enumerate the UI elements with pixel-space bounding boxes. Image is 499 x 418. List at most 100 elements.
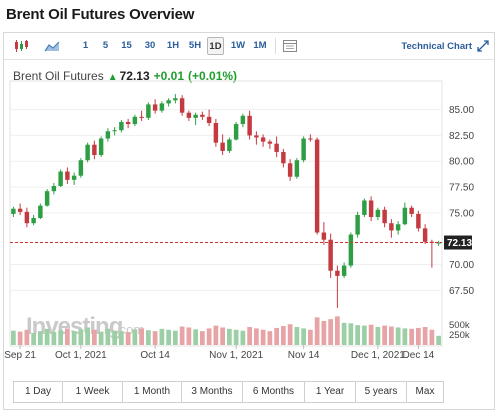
candle-body [341, 265, 347, 276]
volume-bar [78, 329, 84, 345]
candle-body [11, 208, 16, 214]
candle-body [308, 138, 313, 140]
candle-body [173, 98, 178, 101]
volume-bar [38, 331, 43, 345]
volume-bar [98, 331, 104, 345]
range-1-month[interactable]: 1 Month [123, 382, 182, 402]
volume-bar [139, 328, 144, 345]
volume-bar [429, 329, 435, 345]
indicator-panel-icon[interactable] [282, 39, 298, 53]
interval-5[interactable]: 5 [102, 40, 109, 51]
candle-body [254, 135, 259, 138]
volume-bar [267, 331, 273, 345]
volume-bar [308, 329, 313, 345]
price-chart[interactable]: 85.0082.5080.0077.5075.0070.0067.50Inves… [4, 33, 494, 378]
volume-bar [51, 332, 57, 345]
range-1-day[interactable]: 1 Day [14, 382, 63, 402]
candle-body [382, 209, 387, 224]
range-max[interactable]: Max [407, 382, 443, 402]
volume-bar [200, 331, 205, 345]
candle-body [146, 104, 151, 118]
volume-bar [436, 335, 441, 345]
volume-bar [281, 326, 286, 345]
expand-icon[interactable] [477, 40, 489, 52]
interval-30[interactable]: 30 [144, 40, 156, 51]
volume-bar [341, 322, 347, 345]
candle-body [92, 144, 97, 156]
range-5-years[interactable]: 5 years [356, 382, 407, 402]
interval-1w[interactable]: 1W [230, 40, 246, 51]
last-price-label: 72.13 [447, 238, 472, 249]
candle-body [112, 130, 117, 132]
y-tick-label: 67.50 [449, 286, 474, 297]
volume-bar [328, 319, 333, 345]
x-tick-label: Nov 14 [288, 350, 320, 361]
interval-1[interactable]: 1 [82, 40, 89, 51]
volume-bar [416, 327, 421, 345]
candle-body [220, 142, 225, 151]
y-tick-label: 70.00 [449, 260, 474, 271]
volume-bar [58, 330, 63, 345]
candle-body [166, 100, 171, 104]
technical-chart-link[interactable]: Technical Chart [401, 41, 472, 52]
candle-body [368, 200, 374, 218]
candle-body [105, 131, 111, 139]
volume-bar [179, 326, 185, 345]
volume-tick-label: 250k [449, 330, 470, 341]
interval-1m[interactable]: 1M [253, 40, 267, 51]
volume-bar [368, 324, 374, 345]
x-tick-label: Nov 1, 2021 [209, 350, 263, 361]
volume-bar [247, 327, 252, 345]
range-1-week[interactable]: 1 Week [63, 382, 123, 402]
range-1-year[interactable]: 1 Year [305, 382, 356, 402]
volume-bar [382, 325, 387, 345]
volume-bar [11, 330, 16, 345]
volume-bar [287, 324, 293, 345]
area-chart-icon[interactable] [44, 39, 60, 53]
candle-body [375, 209, 381, 218]
candle-body [152, 104, 158, 111]
volume-bar [146, 330, 151, 345]
candle-body [294, 160, 300, 177]
y-tick-label: 77.50 [449, 183, 474, 194]
volume-bar [389, 326, 394, 345]
candle-body [125, 121, 131, 125]
candle-body [193, 114, 198, 118]
candle-body [321, 232, 327, 240]
candle-body [159, 103, 165, 111]
candle-body [362, 200, 367, 215]
candle-body [233, 124, 239, 140]
quote-line: Brent Oil Futures ▲ 72.13 +0.01 (+0.01%) [13, 69, 237, 83]
last-price-tag [444, 235, 472, 250]
candlestick-icon[interactable] [13, 39, 29, 53]
candle-body [335, 270, 340, 276]
candle-body [85, 144, 90, 161]
volume-bar [348, 323, 354, 345]
volume-bar [362, 325, 367, 345]
candle-body [44, 191, 50, 206]
interval-1d[interactable]: 1D [207, 37, 224, 55]
candle-body [206, 116, 212, 124]
x-tick-label: Dec 14 [403, 350, 435, 361]
interval-15[interactable]: 15 [121, 40, 132, 51]
candle-body [314, 139, 320, 233]
interval-5h[interactable]: 5H [188, 40, 202, 51]
range-6-months[interactable]: 6 Months [243, 382, 305, 402]
page-title: Brent Oil Futures Overview [6, 6, 195, 23]
y-tick-label: 82.50 [449, 131, 474, 142]
volume-bar [274, 327, 279, 345]
interval-1h[interactable]: 1H [166, 40, 180, 51]
volume-bar [85, 327, 90, 345]
candle-body [416, 213, 421, 229]
candle-body [132, 116, 138, 125]
candle-body [51, 186, 57, 192]
volume-bar [355, 325, 360, 345]
range-3-months[interactable]: 3 Months [182, 382, 243, 402]
candle-body [402, 207, 408, 225]
volume-bar [166, 329, 171, 345]
volume-bar [173, 330, 178, 345]
volume-bar [220, 327, 225, 345]
range-selector: 1 Day 1 Week 1 Month 3 Months 6 Months 1 Year… [13, 381, 444, 403]
candle-body [355, 214, 360, 235]
candle-body [17, 208, 23, 212]
